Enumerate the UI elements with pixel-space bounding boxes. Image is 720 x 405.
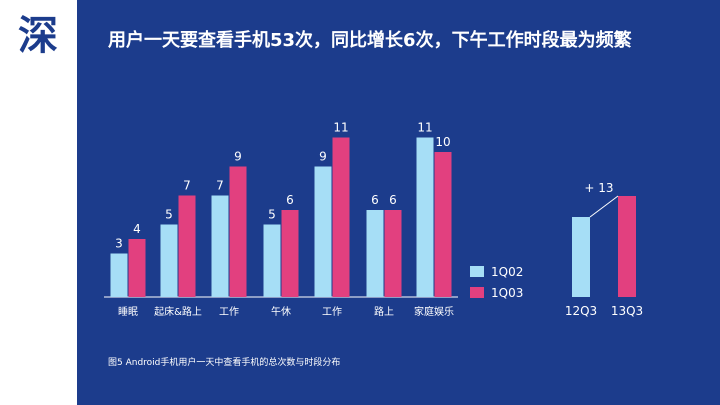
data-label-1q03-6: 10 — [435, 135, 450, 149]
bar-1q02-6 — [416, 137, 434, 297]
data-label-1q03-3: 6 — [286, 193, 294, 207]
data-label-1q03-5: 6 — [389, 193, 397, 207]
comparison-tick-label-0: 12Q3 — [565, 304, 597, 318]
bar-1q02-1 — [160, 224, 178, 297]
data-label-1q02-1: 5 — [165, 208, 173, 222]
x-tick-label-5: 路上 — [374, 305, 394, 318]
bar-1q03-2 — [229, 166, 247, 297]
bar-1q02-0 — [110, 253, 128, 297]
x-tick-label-2: 工作 — [219, 306, 239, 318]
page-title: 用户一天要查看手机53次，同比增长6次，下午工作时段最为频繁 — [108, 30, 632, 51]
bar-1q03-3 — [281, 210, 299, 297]
legend-label-1q02: 1Q02 — [491, 265, 523, 279]
bar-1q02-4 — [314, 166, 332, 297]
bar-1q03-0 — [128, 239, 146, 297]
data-label-1q03-4: 11 — [333, 121, 348, 135]
data-label-1q03-1: 7 — [183, 179, 191, 193]
legend-swatch-1q03 — [470, 287, 484, 298]
data-label-1q02-0: 3 — [115, 237, 123, 251]
x-tick-label-0: 睡眠 — [118, 305, 138, 318]
comparison-tick-label-1: 13Q3 — [611, 304, 643, 318]
legend-label-1q03: 1Q03 — [491, 286, 523, 300]
data-label-1q02-3: 5 — [268, 208, 276, 222]
bar-1q03-6 — [434, 152, 452, 297]
bar-1q02-3 — [263, 224, 281, 297]
side-panel: 深 — [0, 0, 77, 405]
x-tick-label-1: 起床&路上 — [154, 305, 202, 318]
bar-1q03-5 — [384, 210, 402, 297]
legend-swatch-1q02 — [470, 266, 484, 277]
bar-1q02-5 — [366, 210, 384, 297]
data-label-1q03-2: 9 — [234, 150, 242, 164]
figure-caption: 图5 Android手机用户一天中查看手机的总次数与时段分布 — [108, 358, 341, 368]
data-label-1q02-6: 11 — [417, 121, 432, 135]
x-tick-label-3: 午休 — [271, 305, 291, 318]
data-label-1q02-5: 6 — [371, 193, 379, 207]
comparison-bar-1 — [618, 196, 636, 297]
x-tick-label-4: 工作 — [322, 306, 342, 318]
comparison-bar-0 — [572, 217, 590, 297]
comparison-connector-line — [589, 195, 619, 218]
comparison-annotation: + 13 — [584, 181, 613, 195]
bar-1q03-1 — [178, 195, 196, 297]
data-label-1q02-4: 9 — [319, 150, 327, 164]
side-label: 深 — [18, 13, 58, 59]
bar-1q02-2 — [211, 195, 229, 297]
data-label-1q03-0: 4 — [133, 222, 141, 236]
data-label-1q02-2: 7 — [216, 179, 224, 193]
x-tick-label-6: 家庭娱乐 — [414, 305, 454, 318]
bar-1q03-4 — [332, 137, 350, 297]
